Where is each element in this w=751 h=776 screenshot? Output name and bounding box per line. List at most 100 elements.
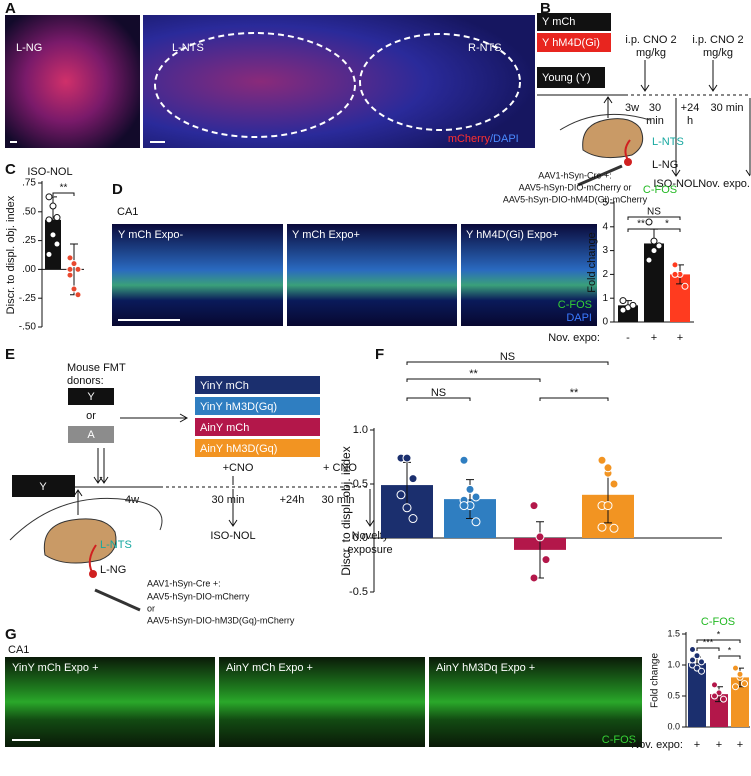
region-label: L-NTS [652,136,684,148]
x-tick-label: + [716,739,722,751]
x-axis-label: Nov. expo: [548,332,600,344]
data-point [603,463,613,473]
data-point [45,193,53,201]
data-point [535,532,545,542]
micrograph [5,657,215,747]
data-point [597,455,607,465]
data-point [736,670,744,678]
image-label: YinY mCh Expo + [12,662,99,674]
y-tick-label: 1.0 [353,424,368,436]
significance-bracket [406,378,541,382]
panel-label: D [112,181,123,198]
time-label: +24 [681,102,700,114]
data-point [720,695,727,703]
chart-title: C-FOS [643,184,677,196]
data-point [732,664,739,672]
y-tick-label: .50 [22,206,36,217]
significance-bracket [406,361,609,365]
significance-label: NS [431,387,446,399]
x-tick-label: - [626,332,630,344]
significance-label: ** [637,219,645,230]
injection-label: mg/kg [636,47,666,59]
group-label: AinY hM3D(Gq) [200,443,277,455]
group-box [195,439,320,457]
significance-label: ** [60,183,68,194]
region-label: CA1 [117,206,138,218]
syringe [577,164,623,187]
micrograph [287,224,457,326]
y-tick-label: 2 [602,269,608,280]
micrograph [219,657,425,747]
region-label: L-NG [652,159,678,171]
x-tick-label: + [737,739,743,751]
y-tick-label: .25 [22,235,36,246]
y-tick-label: 1 [602,293,608,304]
donor-title: Mouse FMT [67,362,126,374]
brain [43,518,117,564]
data-point [459,455,469,465]
stain-label: C-FOS [602,734,636,746]
data-point [49,231,57,239]
x-axis-label: Nov. expo: [631,739,683,751]
significance-label: * [717,629,721,639]
time-label: 30 min [321,494,354,506]
significance-bracket [627,216,681,220]
data-point [66,254,74,262]
data-point [650,237,658,245]
mouse-outline [9,497,163,541]
virus-label: AAV1-hSyn-Cre +: [538,170,612,180]
time-label: h [687,115,693,127]
data-point [603,501,613,511]
injection-label: mg/kg [703,47,733,59]
x-tick-label: + [694,739,700,751]
significance-bracket [52,192,75,196]
image-label: Y mCh Expo+ [292,229,360,241]
start-box [12,475,75,497]
y-tick-label: 0.0 [667,721,680,731]
image-label: Y mCh Expo- [118,229,184,241]
donor-label: or [86,410,96,422]
arrows [603,60,751,177]
virus-label: AAV5-hSyn-DIO-mCherry [147,591,250,601]
data-point [689,646,696,653]
significance-bracket [696,639,741,643]
image-label: L-NTS [172,42,204,54]
arrows [73,476,375,527]
x-tick-label: + [677,332,683,344]
panel-label: F [375,346,384,363]
data-point [671,261,679,269]
data-point [74,265,82,273]
data-point [402,453,412,463]
data-point [650,247,658,255]
data-point [408,474,418,484]
significance-label: * [665,219,669,230]
y-tick-label: 0.5 [353,478,368,490]
time-label: 30 min [710,102,743,114]
data-point [629,301,637,309]
y-tick-label: .00 [22,264,36,275]
y-axis-label: Discr. to displ. obj. index [339,446,353,575]
micrograph [112,224,283,326]
donor-box [68,388,114,405]
y-tick-label: 1.5 [667,628,680,638]
time-label: min [646,115,664,127]
data-point [645,218,653,226]
donor-label: Y [87,391,95,403]
stain-label: DAPI [566,312,592,324]
region-outline [154,32,356,138]
injection-label: i.p. CNO 2 [625,34,676,46]
data-point [396,490,406,500]
group-box [537,13,611,31]
age-label: Young (Y) [542,72,591,84]
chart-title: ISO-NOL [27,166,72,178]
panel-label: A [5,0,16,17]
time-label: +24h [280,494,305,506]
data-point [66,265,74,273]
data-point [711,681,718,689]
x-tick-label: + [651,332,657,344]
micrograph [429,657,642,747]
brain [582,118,644,159]
data-point [66,271,74,279]
group-label: YinY hM3D(Gq) [200,401,277,413]
group-box [195,397,320,415]
